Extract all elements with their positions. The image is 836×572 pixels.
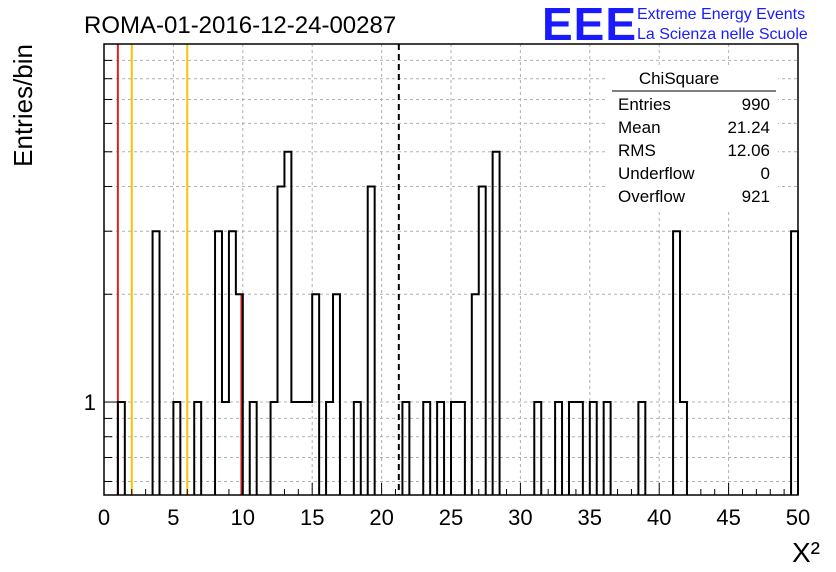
histogram-bin <box>472 294 479 495</box>
y-tick-label: 1 <box>84 390 96 415</box>
stats-value-rms: 12.06 <box>727 141 770 160</box>
histogram-bin <box>493 152 500 495</box>
x-tick-label: 20 <box>369 505 393 530</box>
logo-letters: EEE <box>542 0 637 50</box>
eee-logo: EEE Extreme Energy Events La Scienza nel… <box>542 0 808 50</box>
x-tick-label: 15 <box>300 505 324 530</box>
logo-line1: Extreme Energy Events <box>637 6 805 23</box>
chart-title: ROMA-01-2016-12-24-00287 <box>84 12 396 39</box>
x-tick-label: 35 <box>578 505 602 530</box>
stats-label-rms: RMS <box>618 141 656 160</box>
histogram-bin <box>791 231 798 495</box>
stats-value-underflow: 0 <box>761 164 770 183</box>
histogram-bin <box>215 231 222 495</box>
x-tick-label: 30 <box>508 505 532 530</box>
histogram-bin <box>153 231 160 495</box>
x-tick-label: 50 <box>786 505 810 530</box>
stats-title: ChiSquare <box>639 69 719 88</box>
stats-label-overflow: Overflow <box>618 187 686 206</box>
x-tick-label: 10 <box>231 505 255 530</box>
y-axis-label: Entries/bin <box>8 44 38 167</box>
stats-value-mean: 21.24 <box>727 118 770 137</box>
stats-value-overflow: 921 <box>742 187 770 206</box>
x-axis-label: X² <box>792 537 820 568</box>
axis-ticks: 0 5 10 15 20 25 30 35 40 45 50 1 <box>84 59 810 530</box>
stats-value-entries: 990 <box>742 95 770 114</box>
x-tick-label: 0 <box>98 505 110 530</box>
histogram-bin <box>368 186 375 495</box>
stats-label-underflow: Underflow <box>618 164 695 183</box>
histogram-bin <box>333 294 340 495</box>
stats-label-entries: Entries <box>618 95 671 114</box>
histogram-bin <box>479 186 486 495</box>
histogram-bin <box>312 294 319 495</box>
histogram-bins <box>116 150 799 495</box>
x-tick-label: 5 <box>167 505 179 530</box>
histogram-bin <box>278 186 285 495</box>
histogram-bin <box>284 152 291 495</box>
marker-lines <box>116 44 400 495</box>
histogram-bin <box>229 231 236 495</box>
stats-label-mean: Mean <box>618 118 661 137</box>
x-tick-label: 45 <box>716 505 740 530</box>
histogram-bin <box>673 231 680 495</box>
logo-line2: La Scienza nelle Scuole <box>637 26 808 43</box>
x-tick-label: 40 <box>647 505 671 530</box>
stats-box: ChiSquare Entries 990 Mean 21.24 RMS 12.… <box>608 67 778 209</box>
x-tick-label: 25 <box>439 505 463 530</box>
histogram-outline <box>116 150 799 495</box>
